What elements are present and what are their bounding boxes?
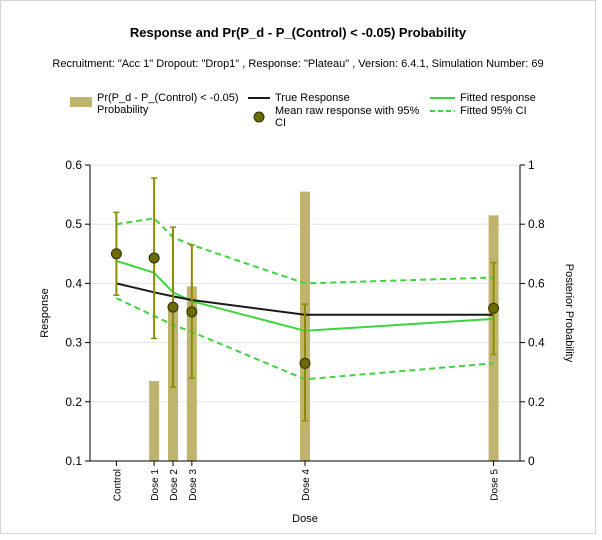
- x-tick-label: Control: [112, 469, 123, 501]
- x-tick-label: Dose 1: [150, 469, 161, 501]
- mean-raw-point: [488, 302, 500, 314]
- y2-tick-label: 0.2: [528, 395, 545, 409]
- mean-raw-point: [167, 301, 179, 313]
- fitted-ci-lower-line: [115, 297, 494, 381]
- y-tick-label: 0.3: [65, 336, 82, 350]
- legend-true-response-label: True Response: [275, 92, 350, 104]
- y2-tick-label: 1: [528, 158, 535, 172]
- legend-mean-raw-label: Mean raw response with 95% CI: [275, 105, 420, 129]
- y2-tick-label: 0.4: [528, 336, 545, 350]
- fitted-ci-upper-line: [116, 217, 494, 285]
- y2-axis-title: Posterior Probability: [563, 264, 575, 363]
- mean-raw-point: [186, 306, 198, 318]
- y-tick-label: 0.1: [65, 454, 82, 468]
- legend-mean-raw-swatch: [253, 111, 265, 123]
- x-tick-label: Dose 5: [490, 469, 501, 501]
- true-response-line: [116, 282, 494, 316]
- y-tick-label: 0.2: [65, 395, 82, 409]
- mean-raw-point: [299, 357, 311, 369]
- legend-probability-label: Pr(P_d - P_(Control) < -0.05) Probabilit…: [97, 92, 239, 116]
- x-tick-label: Dose 2: [169, 469, 180, 501]
- x-axis-title: Dose: [292, 513, 318, 525]
- fitted-response-line: [116, 259, 494, 332]
- chart-title: Response and Pr(P_d - P_(Control) < -0.0…: [129, 25, 467, 40]
- legend-fitted-ci-label: Fitted 95% CI: [460, 105, 527, 117]
- legend-fitted-label: Fitted response: [460, 92, 536, 104]
- y-tick-label: 0.6: [65, 158, 82, 172]
- mean-raw-point: [110, 248, 122, 260]
- x-tick-label: Dose 4: [301, 469, 312, 501]
- probability-bar: [149, 381, 160, 461]
- y-tick-label: 0.5: [65, 217, 82, 231]
- chart-frame: [0, 0, 596, 534]
- y2-tick-label: 0.6: [528, 276, 545, 290]
- y2-tick-label: 0.8: [528, 217, 545, 231]
- y2-tick-label: 0: [528, 454, 535, 468]
- chart-subtitle: Recruitment: "Acc 1" Dropout: "Drop1" , …: [52, 58, 544, 70]
- mean-raw-point: [148, 252, 160, 264]
- y-tick-label: 0.4: [65, 276, 82, 290]
- legend-probability-swatch: [70, 97, 92, 107]
- x-tick-label: Dose 3: [188, 469, 199, 501]
- y-axis-title: Response: [39, 288, 51, 338]
